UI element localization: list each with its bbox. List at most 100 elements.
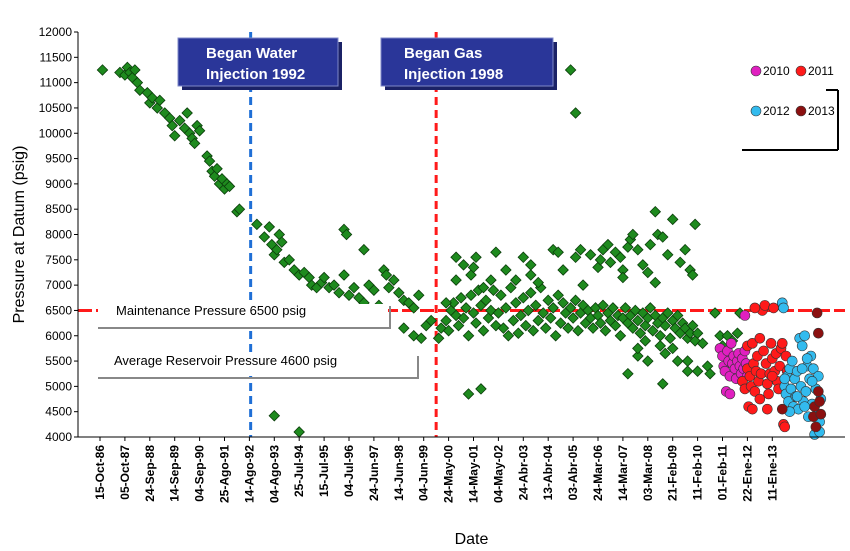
data-point [293, 426, 305, 438]
data-point [193, 124, 206, 137]
x-tick-label: 03-Mar-08 [641, 445, 655, 501]
y-tick-label: 11000 [40, 76, 73, 90]
data-point [510, 274, 522, 286]
y-tick-label: 8000 [45, 228, 72, 242]
data-point [622, 367, 634, 380]
data-point [208, 170, 221, 183]
legend-label: 2013 [808, 104, 835, 118]
data-point [656, 378, 669, 390]
data-point [724, 388, 736, 400]
data-point [758, 345, 769, 357]
x-tick-label: 13-Abr-04 [541, 445, 555, 501]
data-point [552, 246, 564, 258]
y-tick-label: 5000 [45, 379, 72, 393]
data-point [666, 342, 679, 355]
data-point [517, 251, 530, 264]
data-point [602, 238, 614, 251]
data-point [358, 243, 370, 256]
data-point [799, 330, 810, 342]
x-tick-label: 04-Jun-99 [417, 445, 431, 501]
data-point [557, 297, 569, 309]
data-point [691, 365, 704, 377]
data-point [776, 338, 788, 349]
legend-label: 2011 [808, 64, 834, 78]
data-point [632, 243, 644, 256]
data-point [490, 246, 502, 258]
data-point [460, 302, 472, 314]
data-point [691, 327, 704, 339]
data-point [532, 314, 545, 327]
y-tick-label: 5500 [45, 354, 72, 368]
data-point [502, 329, 515, 342]
data-point [398, 322, 410, 334]
data-point [457, 312, 470, 324]
data-point [686, 319, 699, 332]
data-point [754, 393, 766, 405]
x-tick-label: 24-Abr-03 [516, 445, 530, 501]
data-point [594, 317, 607, 329]
data-point [619, 302, 632, 314]
y-tick-label: 6000 [45, 329, 72, 343]
data-point [470, 251, 482, 264]
data-point [283, 254, 296, 266]
data-point [796, 340, 808, 352]
data-point [671, 355, 684, 367]
data-point [814, 396, 825, 407]
data-point [515, 309, 527, 322]
data-point [470, 317, 482, 329]
data-point [709, 307, 721, 319]
axes: 4000 4500 5000 5500 6000 6500 7000 7500 8000 8500… [11, 25, 845, 548]
data-point [661, 307, 674, 319]
data-point [614, 329, 627, 342]
data-point [268, 409, 281, 422]
callout-bg [98, 354, 416, 376]
data-point [544, 312, 557, 324]
data-point [627, 228, 639, 241]
data-point [810, 421, 822, 433]
y-tick-label: 12000 [39, 25, 73, 39]
data-point [452, 319, 465, 332]
x-tick-label: 05-Oct-87 [118, 445, 132, 500]
data-point [455, 292, 467, 304]
callout-0: Maintenance Pressure 6500 psig [98, 303, 391, 329]
data-point [776, 403, 788, 415]
data-point [547, 302, 559, 314]
y-tick-label: 10000 [39, 126, 73, 140]
gas-injection-box: Began Gas Injection 1998 [380, 37, 557, 90]
data-point [500, 302, 512, 314]
data-point [393, 286, 405, 299]
data-point [632, 314, 644, 327]
data-point [569, 107, 582, 119]
data-point [632, 350, 644, 362]
data-point [747, 403, 758, 415]
data-point [450, 251, 462, 264]
data-point [815, 408, 827, 420]
series-historical [96, 61, 746, 438]
data-point [584, 248, 597, 261]
data-point [462, 329, 475, 342]
y-tick-label: 9500 [45, 152, 72, 166]
data-point [539, 322, 552, 334]
data-point [639, 335, 652, 347]
x-tick-label: 14-May-01 [467, 445, 481, 503]
data-point [681, 355, 694, 367]
data-point [704, 367, 716, 380]
data-point [211, 162, 223, 175]
data-point [129, 64, 141, 76]
data-point [328, 279, 340, 291]
y-tick-label: 4000 [45, 430, 72, 444]
data-point [517, 292, 530, 304]
data-point [380, 269, 393, 281]
data-point [763, 388, 774, 400]
data-point [681, 365, 694, 377]
legend-marker [750, 65, 762, 77]
data-point [799, 401, 810, 412]
data-point [811, 307, 823, 319]
data-point [671, 309, 684, 322]
data-point [510, 297, 522, 309]
x-tick-label: 24-Sep-88 [143, 445, 157, 502]
x-tick-label: 24-Mar-06 [591, 445, 605, 501]
data-point [425, 314, 437, 327]
data-point [759, 300, 771, 311]
x-tick-label: 03-Abr-05 [566, 445, 580, 501]
